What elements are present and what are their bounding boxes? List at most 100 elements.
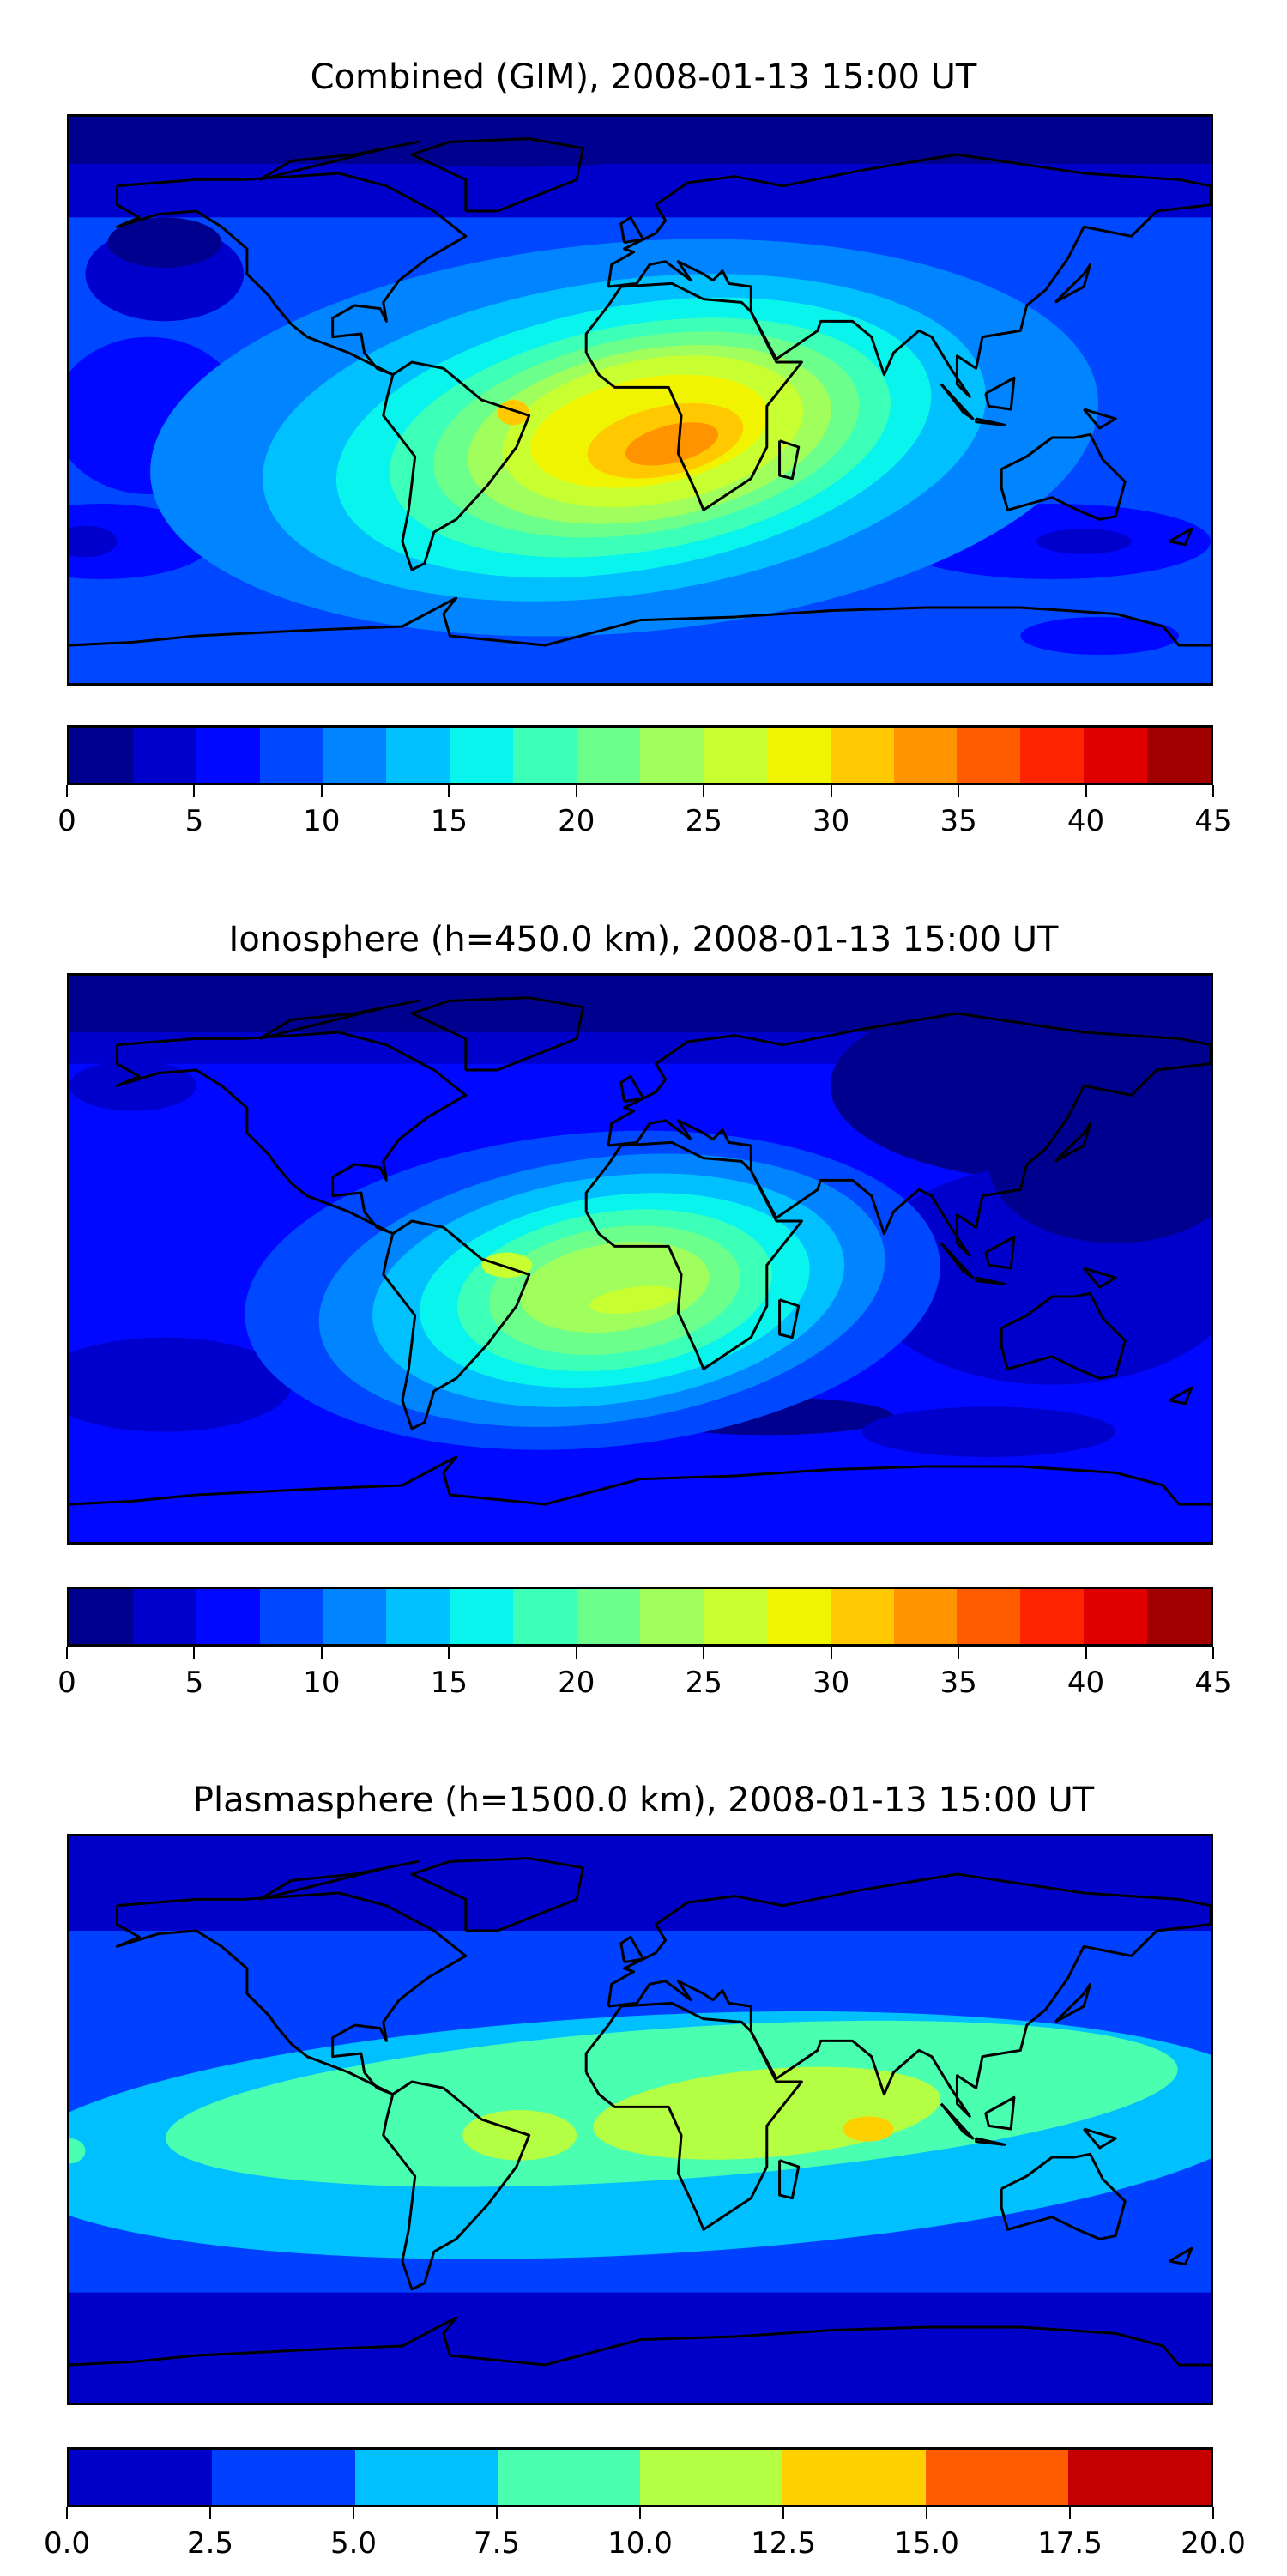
colorbar-segment (1147, 1589, 1211, 1644)
tick-mark (448, 785, 450, 797)
coastline (260, 1861, 419, 1899)
colorbar-segment (450, 1589, 514, 1644)
colorbar-segment (640, 728, 704, 783)
coastline (260, 142, 419, 179)
colorbar-segment (69, 728, 133, 783)
tick-label: 15 (430, 804, 468, 838)
coastline (941, 2104, 973, 2138)
colorbar-segment (69, 1589, 133, 1644)
coastline (780, 441, 799, 479)
coastline (1169, 529, 1192, 544)
tick-mark (320, 1647, 323, 1659)
tick-mark (639, 2507, 641, 2519)
tick-label: 0 (57, 804, 76, 838)
tick-label: 40 (1066, 1666, 1105, 1700)
colorbar-segment (703, 728, 767, 783)
tick-label: 7.5 (473, 2526, 521, 2561)
coastline (780, 2161, 799, 2198)
tick-label: 20 (558, 804, 595, 838)
tick-mark (448, 1647, 450, 1659)
tick-label: 5.0 (329, 2526, 378, 2561)
coastline (1001, 434, 1125, 519)
colorbar-segment (830, 1589, 894, 1644)
colorbar-segment (640, 1589, 704, 1644)
tick-label: 45 (1194, 804, 1232, 838)
colorbar-segment (69, 2450, 213, 2505)
contour-map (69, 976, 1211, 1542)
tick-label: 30 (813, 804, 850, 838)
contour-region (520, 1241, 710, 1333)
colorbar-segment (259, 1589, 323, 1644)
coastline (586, 2003, 801, 2229)
coastline (608, 1013, 1211, 1255)
coastline (69, 2318, 1211, 2365)
coastline (117, 173, 465, 375)
contour-region (323, 117, 704, 167)
colorbar-segment (893, 1589, 958, 1644)
coastline (586, 283, 801, 510)
coastline (69, 1457, 1211, 1504)
tick-mark (703, 1647, 705, 1659)
coastline (608, 1874, 1211, 2116)
coastline (986, 378, 1014, 409)
tick-label: 10 (303, 804, 341, 838)
colorbar-segment (893, 728, 958, 783)
coastline (69, 598, 1211, 645)
tick-mark (1085, 785, 1087, 797)
colorbar-segment (703, 1589, 767, 1644)
colorbar-segment (196, 728, 260, 783)
colorbar-segment (766, 728, 831, 783)
coastline (1001, 2154, 1125, 2239)
tick-label: 35 (940, 804, 977, 838)
colorbar-segment (259, 728, 323, 783)
tick-label: 25 (685, 1666, 722, 1700)
tick-mark (1085, 1647, 1087, 1659)
tick-mark (958, 785, 960, 797)
coastline (1055, 1984, 1091, 2022)
tick-label: 15 (430, 1666, 468, 1700)
tick-mark (830, 1647, 832, 1659)
tick-label: 15.0 (894, 2526, 959, 2561)
tick-label: 0.0 (43, 2526, 91, 2561)
contour-region (625, 422, 718, 466)
coastline (1169, 2248, 1192, 2264)
coastline (384, 362, 529, 570)
contour-map (69, 1836, 1211, 2403)
colorbar-segment (925, 2450, 1068, 2505)
coastline (1055, 1123, 1091, 1161)
coastline (976, 419, 1005, 425)
coastline (941, 1243, 973, 1278)
colorbar-segment (1084, 1589, 1148, 1644)
coastline (621, 1937, 644, 1962)
coastline (621, 217, 644, 242)
colorbar-segment (212, 2450, 355, 2505)
tick-mark (958, 1647, 960, 1659)
tick-mark (1212, 1647, 1214, 1659)
colorbar-segment (957, 728, 1021, 783)
tick-label: 0 (57, 1666, 76, 1700)
colorbar-axis: 0 5 10 15 20 25 30 35 40 45 (57, 1647, 1232, 1715)
tick-label: 35 (940, 1666, 977, 1700)
coastline (384, 1221, 529, 1429)
tick-mark (782, 2507, 784, 2519)
contour-region (497, 400, 529, 426)
colorbar-segment (1067, 2450, 1211, 2505)
colorbar-axis: 0.0 2.5 5.0 7.5 10.0 12.5 15.0 17.5 20.0 (44, 2507, 1246, 2576)
tick-label: 17.5 (1037, 2526, 1103, 2561)
tick-mark (353, 2507, 354, 2519)
coastline (1055, 264, 1091, 302)
tick-label: 40 (1066, 804, 1105, 838)
tick-mark (66, 785, 68, 797)
tick-mark (575, 1647, 577, 1659)
coastline (621, 1076, 644, 1101)
colorbar (67, 2447, 1213, 2507)
colorbar-segment (577, 728, 641, 783)
coastline (586, 1142, 801, 1369)
colorbar (67, 1587, 1213, 1647)
tick-mark (66, 2507, 68, 2519)
coastline (260, 1001, 419, 1038)
tick-label: 30 (813, 1666, 850, 1700)
colorbar-segment (132, 728, 196, 783)
coastline (412, 998, 583, 1070)
coastline (986, 1237, 1014, 1268)
